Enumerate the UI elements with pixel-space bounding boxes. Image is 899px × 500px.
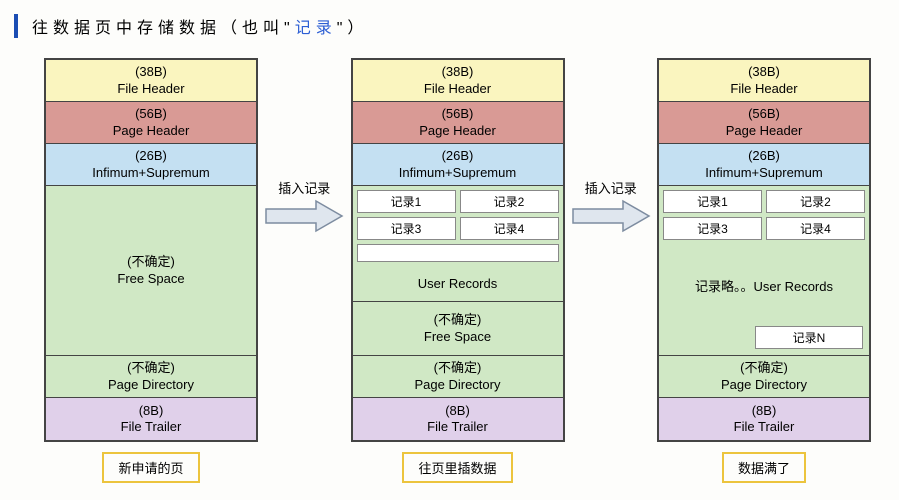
page-col-2-wrap: (38B) File Header (56B) Page Header (26B… <box>351 58 565 483</box>
seg-file-header: (38B) File Header <box>659 60 869 102</box>
seg-page-header: (56B) Page Header <box>659 102 869 144</box>
name-label: Free Space <box>353 329 563 345</box>
page-col-2: (38B) File Header (56B) Page Header (26B… <box>351 58 565 442</box>
seg-page-dir: (不确定) Page Directory <box>46 356 256 398</box>
seg-page-header: (56B) Page Header <box>46 102 256 144</box>
record-cell: 记录4 <box>460 217 559 240</box>
size-label: (38B) <box>659 64 869 80</box>
name-label: File Trailer <box>659 419 869 435</box>
seg-free-space: (不确定) Free Space <box>46 186 256 356</box>
seg-free-space: (不确定) Free Space <box>353 302 563 356</box>
record-cell: 记录3 <box>663 217 762 240</box>
caption-2: 往页里插数据 <box>402 452 512 483</box>
page-col-3-wrap: (38B) File Header (56B) Page Header (26B… <box>657 58 871 483</box>
arrow-1: 插入记录 <box>263 58 345 233</box>
name-label: File Header <box>353 81 563 97</box>
record-cell: 记录4 <box>766 217 865 240</box>
caption-3: 数据满了 <box>722 452 806 483</box>
seg-page-dir: (不确定) Page Directory <box>659 356 869 398</box>
title-suffix: "） <box>337 20 369 37</box>
title-highlight: 记录 <box>295 20 337 37</box>
records-grid: 记录1 记录2 记录3 记录4 <box>353 186 563 266</box>
seg-file-trailer: (8B) File Trailer <box>353 398 563 440</box>
name-label: File Header <box>659 81 869 97</box>
seg-page-dir: (不确定) Page Directory <box>353 356 563 398</box>
name-label: Infimum+Supremum <box>659 165 869 181</box>
name-label: Free Space <box>46 271 256 287</box>
seg-file-trailer: (8B) File Trailer <box>46 398 256 440</box>
size-label: (26B) <box>659 148 869 164</box>
diagram-main: (38B) File Header (56B) Page Header (26B… <box>0 48 899 483</box>
record-n-row: 记录N <box>659 326 869 355</box>
record-cell: 记录1 <box>357 190 456 213</box>
arrow-label: 插入记录 <box>278 178 330 197</box>
record-cell-n: 记录N <box>755 326 863 349</box>
size-label: (不确定) <box>46 254 256 270</box>
size-label: (不确定) <box>353 312 563 328</box>
record-cell: 记录2 <box>766 190 865 213</box>
size-label: (8B) <box>659 403 869 419</box>
name-label: Infimum+Supremum <box>353 165 563 181</box>
seg-page-header: (56B) Page Header <box>353 102 563 144</box>
seg-inf-sup: (26B) Infimum+Supremum <box>46 144 256 186</box>
seg-file-trailer: (8B) File Trailer <box>659 398 869 440</box>
size-label: (56B) <box>46 106 256 122</box>
size-label: (不确定) <box>353 360 563 376</box>
record-cell: 记录2 <box>460 190 559 213</box>
size-label: (26B) <box>353 148 563 164</box>
size-label: (26B) <box>46 148 256 164</box>
records-summary: 记录略。。User Records <box>659 244 869 326</box>
seg-file-header: (38B) File Header <box>353 60 563 102</box>
name-label: Page Directory <box>353 377 563 393</box>
page-col-1: (38B) File Header (56B) Page Header (26B… <box>44 58 258 442</box>
record-cell-blank <box>357 244 559 262</box>
name-label: File Trailer <box>46 419 256 435</box>
size-label: (38B) <box>353 64 563 80</box>
size-label: (56B) <box>659 106 869 122</box>
size-label: (8B) <box>46 403 256 419</box>
page-title: 往数据页中存储数据（也叫"记录"） <box>32 14 368 38</box>
size-label: (8B) <box>353 403 563 419</box>
title-prefix: 往数据页中存储数据（也叫" <box>32 20 295 37</box>
seg-inf-sup: (26B) Infimum+Supremum <box>353 144 563 186</box>
title-bar: 往数据页中存储数据（也叫"记录"） <box>0 0 899 48</box>
arrow-icon <box>571 199 651 233</box>
seg-user-records: 记录1 记录2 记录3 记录4 User Records <box>353 186 563 302</box>
name-label: Page Directory <box>659 377 869 393</box>
size-label: (56B) <box>353 106 563 122</box>
name-label: File Trailer <box>353 419 563 435</box>
name-label: Page Directory <box>46 377 256 393</box>
seg-inf-sup: (26B) Infimum+Supremum <box>659 144 869 186</box>
name-label: Page Header <box>353 123 563 139</box>
name-label: Infimum+Supremum <box>46 165 256 181</box>
records-grid: 记录1 记录2 记录3 记录4 <box>659 186 869 244</box>
page-col-1-wrap: (38B) File Header (56B) Page Header (26B… <box>44 58 258 483</box>
arrow-label: 插入记录 <box>585 178 637 197</box>
record-cell: 记录1 <box>663 190 762 213</box>
title-accent <box>14 14 18 38</box>
size-label: (不确定) <box>659 360 869 376</box>
seg-file-header: (38B) File Header <box>46 60 256 102</box>
name-label: Page Header <box>46 123 256 139</box>
size-label: (38B) <box>46 64 256 80</box>
arrow-icon <box>264 199 344 233</box>
record-cell: 记录3 <box>357 217 456 240</box>
name-label: File Header <box>46 81 256 97</box>
page-col-3: (38B) File Header (56B) Page Header (26B… <box>657 58 871 442</box>
user-records-label: User Records <box>353 266 563 301</box>
caption-1: 新申请的页 <box>102 452 199 483</box>
name-label: Page Header <box>659 123 869 139</box>
seg-user-records-full: 记录1 记录2 记录3 记录4 记录略。。User Records 记录N <box>659 186 869 356</box>
arrow-2: 插入记录 <box>570 58 652 233</box>
size-label: (不确定) <box>46 360 256 376</box>
